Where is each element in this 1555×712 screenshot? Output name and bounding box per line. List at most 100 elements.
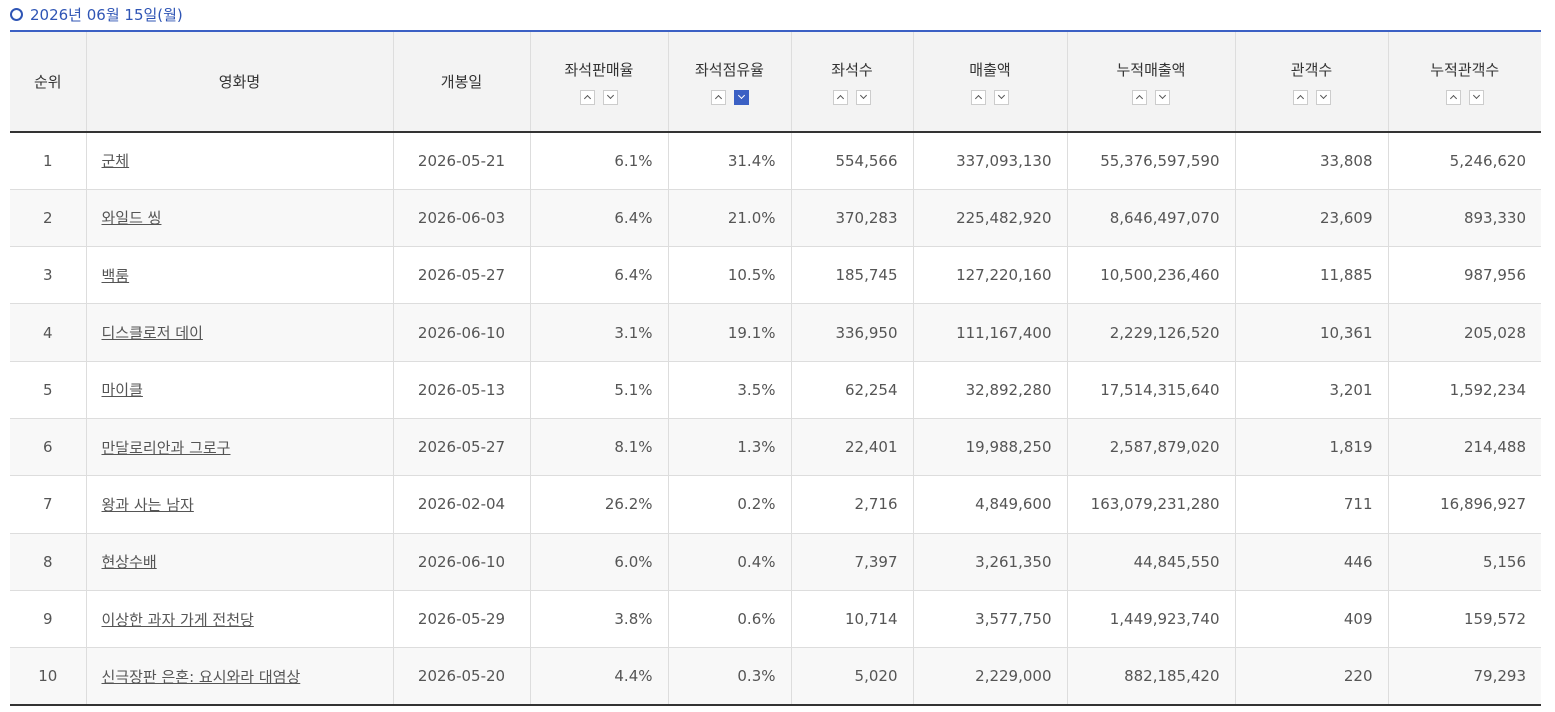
table-row: 10 신극장판 은혼: 요시와라 대염상 2026-05-20 4.4% 0.3% 5,0… xyxy=(10,647,1541,706)
number-cell: 17,514,315,640 xyxy=(1066,361,1235,419)
sort-asc-button[interactable] xyxy=(833,89,848,105)
table-row: 7 왕과 사는 남자 2026-02-04 26.2% 0.2% 2,716 4,849,6… xyxy=(10,475,1541,534)
sort-desc-button[interactable] xyxy=(856,89,871,105)
number-cell: 8.1% xyxy=(529,418,668,477)
number-cell: 23,609 xyxy=(1234,189,1388,248)
column-header: 좌석수 xyxy=(790,30,913,133)
sort-buttons xyxy=(793,89,912,105)
movie-cell: 마이클 xyxy=(85,361,393,419)
rank-cell: 7 xyxy=(10,475,86,534)
date-cell: 2026-05-13 xyxy=(392,361,530,419)
movie-cell: 디스클로저 데이 xyxy=(85,303,393,362)
number-cell: 3.8% xyxy=(529,590,668,649)
movie-link[interactable]: 만달로리안과 그로구 xyxy=(101,438,231,457)
number-cell: 6.1% xyxy=(529,132,668,190)
sort-desc-button[interactable] xyxy=(1468,89,1484,105)
sort-asc-button[interactable] xyxy=(1132,89,1147,105)
column-label: 관객수 xyxy=(1290,60,1333,79)
movie-link[interactable]: 디스클로저 데이 xyxy=(101,324,203,343)
column-label: 영화명 xyxy=(218,73,261,91)
number-cell: 127,220,160 xyxy=(912,246,1067,305)
number-cell: 220 xyxy=(1234,647,1388,706)
number-cell: 19.1% xyxy=(667,303,791,362)
sort-desc-button[interactable] xyxy=(733,89,749,105)
number-cell: 79,293 xyxy=(1387,647,1541,706)
sort-desc-button[interactable] xyxy=(1315,89,1331,105)
movie-cell: 왕과 사는 남자 xyxy=(85,475,393,534)
rank-cell: 1 xyxy=(10,132,86,190)
movie-link[interactable]: 마이클 xyxy=(101,381,143,400)
number-cell: 409 xyxy=(1234,590,1388,649)
number-cell: 19,988,250 xyxy=(912,418,1067,477)
table-row: 3 백룸 2026-05-27 6.4% 10.5% 185,745 127,220,160… xyxy=(10,246,1541,305)
column-header: 영화명 xyxy=(85,30,393,133)
number-cell: 163,079,231,280 xyxy=(1066,475,1235,534)
table-row: 9 이상한 과자 가게 전천당 2026-05-29 3.8% 0.6% 10,714 3,… xyxy=(10,590,1541,649)
sort-desc-button[interactable] xyxy=(1155,89,1170,105)
rank-cell: 8 xyxy=(10,533,86,591)
column-label: 누적관객수 xyxy=(1430,60,1500,79)
movie-link[interactable]: 군체 xyxy=(101,152,130,171)
date-cell: 2026-05-21 xyxy=(392,132,530,190)
sort-desc-button[interactable] xyxy=(994,89,1009,105)
movie-link[interactable]: 이상한 과자 가게 전천당 xyxy=(101,610,254,629)
column-label: 누적매출액 xyxy=(1116,60,1186,79)
number-cell: 0.4% xyxy=(667,533,791,591)
movie-link[interactable]: 왕과 사는 남자 xyxy=(101,495,194,514)
sort-asc-button[interactable] xyxy=(1445,89,1461,105)
movie-link[interactable]: 현상수배 xyxy=(101,553,157,572)
number-cell: 2,587,879,020 xyxy=(1066,418,1235,477)
table-body: 1 군체 2026-05-21 6.1% 31.4% 554,566 337,093,130… xyxy=(10,132,1541,706)
movie-link[interactable]: 와일드 씽 xyxy=(101,209,162,228)
number-cell: 10,714 xyxy=(790,590,913,649)
number-cell: 893,330 xyxy=(1387,189,1541,248)
column-label: 좌석수 xyxy=(831,60,873,79)
movie-link[interactable]: 신극장판 은혼: 요시와라 대염상 xyxy=(101,667,301,686)
sort-asc-button[interactable] xyxy=(710,89,726,105)
movie-cell: 신극장판 은혼: 요시와라 대염상 xyxy=(85,647,393,706)
number-cell: 337,093,130 xyxy=(912,132,1067,190)
number-cell: 6.4% xyxy=(529,189,668,248)
sort-buttons xyxy=(1390,89,1541,105)
number-cell: 111,167,400 xyxy=(912,303,1067,362)
movie-cell: 군체 xyxy=(85,132,393,190)
number-cell: 205,028 xyxy=(1387,303,1541,362)
column-header: 매출액 xyxy=(912,30,1067,133)
number-cell: 1,449,923,740 xyxy=(1066,590,1235,649)
sort-asc-button[interactable] xyxy=(1292,89,1308,105)
header-row: 순위 영화명 개봉일 좌석판매율 좌석점유율 좌석수 매출액 누적매출액 관객수 누적관객수 xyxy=(10,30,1541,133)
date-cell: 2026-06-10 xyxy=(392,533,530,591)
number-cell: 10.5% xyxy=(667,246,791,305)
number-cell: 336,950 xyxy=(790,303,913,362)
number-cell: 370,283 xyxy=(790,189,913,248)
number-cell: 214,488 xyxy=(1387,418,1541,477)
number-cell: 2,229,126,520 xyxy=(1066,303,1235,362)
sort-asc-button[interactable] xyxy=(971,89,986,105)
number-cell: 1.3% xyxy=(667,418,791,477)
rank-cell: 6 xyxy=(10,418,86,477)
number-cell: 32,892,280 xyxy=(912,361,1067,419)
number-cell: 6.4% xyxy=(529,246,668,305)
date-heading: 2026년 06월 15일(월) xyxy=(10,4,183,24)
number-cell: 0.6% xyxy=(667,590,791,649)
number-cell: 8,646,497,070 xyxy=(1066,189,1235,248)
movie-cell: 이상한 과자 가게 전천당 xyxy=(85,590,393,649)
date-cell: 2026-05-27 xyxy=(392,246,530,305)
date-cell: 2026-05-29 xyxy=(392,590,530,649)
sort-desc-button[interactable] xyxy=(603,89,618,105)
sort-asc-button[interactable] xyxy=(580,89,595,105)
number-cell: 1,819 xyxy=(1234,418,1388,477)
number-cell: 10,500,236,460 xyxy=(1066,246,1235,305)
number-cell: 882,185,420 xyxy=(1066,647,1235,706)
number-cell: 26.2% xyxy=(529,475,668,534)
table-row: 1 군체 2026-05-21 6.1% 31.4% 554,566 337,093,130… xyxy=(10,132,1541,190)
movie-link[interactable]: 백룸 xyxy=(101,266,130,285)
column-header: 좌석판매율 xyxy=(529,30,668,133)
column-header: 좌석점유율 xyxy=(667,30,791,133)
number-cell: 225,482,920 xyxy=(912,189,1067,248)
number-cell: 3,577,750 xyxy=(912,590,1067,649)
number-cell: 22,401 xyxy=(790,418,913,477)
